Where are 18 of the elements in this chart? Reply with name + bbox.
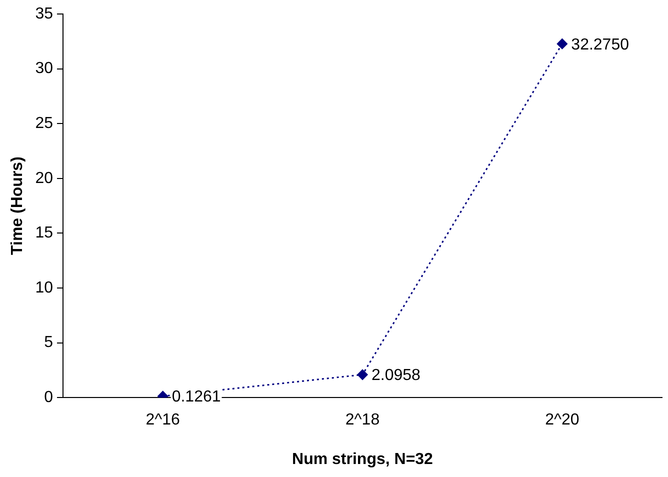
data-label: 0.1261	[172, 388, 221, 406]
y-tick-label: 25	[35, 115, 54, 132]
y-tick-label: 15	[35, 224, 54, 242]
y-tick-label: 10	[35, 279, 54, 296]
y-tick-label: 5	[44, 334, 54, 352]
y-tick-label: 20	[35, 170, 54, 187]
y-tick-label: 0	[44, 389, 54, 406]
y-tick-label: 35	[35, 5, 54, 22]
data-label: 32.2750	[571, 36, 630, 54]
x-tick-label: 2^16	[146, 412, 180, 429]
x-tick-label: 2^20	[545, 412, 580, 429]
point	[556, 38, 568, 50]
x-tick-label: 2^18	[345, 412, 380, 429]
y-axis-title: Time (Hours)	[9, 156, 26, 255]
y-tick-label: 30	[35, 60, 54, 78]
data-label: 2.0958	[372, 367, 421, 384]
x-axis-title: Num strings, N=32	[292, 450, 434, 468]
point	[357, 369, 368, 380]
